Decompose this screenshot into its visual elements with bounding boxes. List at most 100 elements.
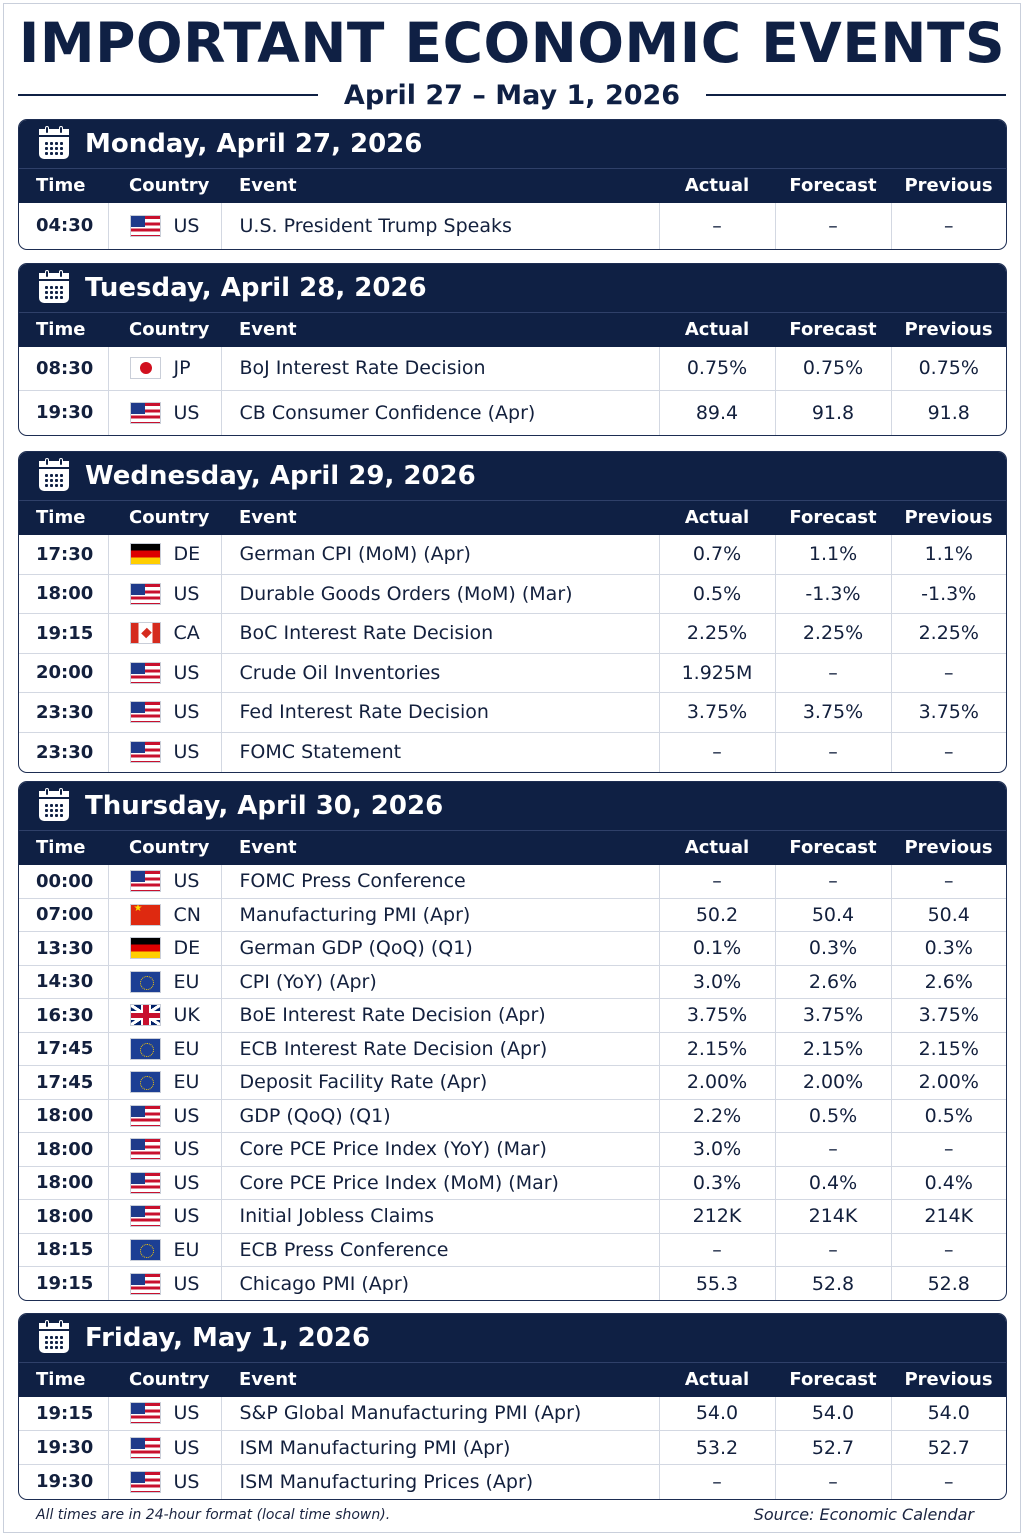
- event-previous: –: [890, 202, 1006, 249]
- country-code: US: [173, 401, 200, 424]
- country-cell: UK: [129, 1004, 221, 1027]
- event-forecast: –: [774, 1464, 891, 1499]
- event-name: Fed Interest Rate Decision: [220, 692, 659, 733]
- table-header: Time Country Event Actual Forecast Previous: [19, 312, 1006, 347]
- event-actual: –: [658, 202, 775, 249]
- event-previous: 52.7: [890, 1430, 1006, 1465]
- events-table: Time Country Event Actual Forecast Previous 19…: [19, 1362, 1006, 1499]
- column-header-actual: Actual: [659, 500, 775, 535]
- column-header-time: Time: [19, 312, 108, 347]
- table-row: 19:15 CA BoC Interest Rate Decision 2.25% 2.…: [19, 613, 1006, 654]
- event-name: BoC Interest Rate Decision: [220, 613, 659, 654]
- country-cell: JP: [129, 357, 221, 380]
- page-title: IMPORTANT ECONOMIC EVENTS: [18, 11, 1006, 75]
- event-country: US: [107, 1396, 221, 1431]
- event-forecast: 0.5%: [774, 1099, 891, 1133]
- day-title: Monday, April 27, 2026: [85, 129, 423, 159]
- country-cell: US: [129, 1138, 221, 1161]
- event-name: FOMC Press Conference: [220, 864, 659, 899]
- event-time: 19:30: [19, 1430, 108, 1465]
- event-forecast: 54.0: [774, 1396, 891, 1431]
- table-row: 23:30 US FOMC Statement – – –: [19, 732, 1006, 772]
- event-forecast: 3.75%: [774, 998, 891, 1033]
- event-previous: 91.8: [890, 390, 1006, 435]
- column-header-time: Time: [19, 500, 108, 535]
- country-cell: EU: [129, 1071, 221, 1094]
- event-actual: 3.0%: [658, 965, 775, 999]
- country-cell: EU: [129, 970, 221, 993]
- flag-us-icon: [129, 1104, 161, 1127]
- day-title: Thursday, April 30, 2026: [85, 791, 444, 821]
- table-header: Time Country Event Actual Forecast Previous: [19, 1362, 1006, 1397]
- column-header-previous: Previous: [891, 1362, 1006, 1397]
- flag-us-icon: [129, 870, 161, 892]
- header-row: Time Country Event Actual Forecast Previous: [19, 500, 1006, 535]
- event-country: US: [107, 653, 221, 693]
- event-country: DE: [107, 534, 221, 575]
- event-name: Manufacturing PMI (Apr): [220, 898, 659, 932]
- table-row: 14:30 EU CPI (YoY) (Apr) 3.0% 2.6% 2.6%: [19, 965, 1006, 999]
- event-forecast: 2.15%: [774, 1032, 891, 1066]
- country-code: EU: [173, 1071, 200, 1094]
- event-name: Initial Jobless Claims: [220, 1199, 659, 1234]
- day-header: Tuesday, April 28, 2026: [19, 264, 1006, 312]
- country-code: US: [173, 1171, 200, 1194]
- event-previous: 0.4%: [890, 1166, 1006, 1200]
- country-cell: US: [129, 1104, 221, 1127]
- table-row: 17:30 DE German CPI (MoM) (Apr) 0.7% 1.1% 1.1…: [19, 534, 1006, 575]
- event-time: 23:30: [19, 692, 108, 733]
- country-code: UK: [173, 1004, 200, 1027]
- country-code: DE: [173, 543, 201, 565]
- event-country: US: [107, 1166, 221, 1200]
- country-code: JP: [173, 357, 191, 380]
- event-name: Chicago PMI (Apr): [220, 1266, 659, 1300]
- day-title: Wednesday, April 29, 2026: [85, 461, 476, 491]
- event-time: 18:00: [19, 1099, 108, 1133]
- event-time: 18:00: [19, 1199, 108, 1234]
- event-name: German GDP (QoQ) (Q1): [220, 931, 659, 966]
- country-code: US: [173, 1272, 200, 1295]
- flag-us-icon: [129, 1272, 161, 1295]
- table-row: 18:15 EU ECB Press Conference – – –: [19, 1233, 1006, 1267]
- event-country: JP: [107, 346, 221, 391]
- country-cell: US: [129, 214, 221, 237]
- event-actual: 2.2%: [658, 1099, 775, 1133]
- event-forecast: –: [774, 202, 891, 249]
- flag-us-icon: [129, 1470, 161, 1493]
- table-row: 16:30 UK BoE Interest Rate Decision (Apr) 3…: [19, 998, 1006, 1033]
- event-time: 17:45: [19, 1065, 108, 1100]
- event-name: Durable Goods Orders (MoM) (Mar): [220, 574, 659, 614]
- event-time: 13:30: [19, 931, 108, 966]
- event-time: 18:00: [19, 1132, 108, 1167]
- country-code: US: [173, 870, 200, 892]
- flag-eu-icon: [129, 1071, 161, 1094]
- column-header-actual: Actual: [659, 1362, 775, 1397]
- table-row: 19:30 US ISM Manufacturing Prices (Apr) – – –: [19, 1464, 1006, 1499]
- header-row: Time Country Event Actual Forecast Previous: [19, 168, 1006, 203]
- event-country: US: [107, 574, 221, 614]
- country-code: US: [173, 1138, 200, 1161]
- event-time: 18:00: [19, 574, 108, 614]
- subtitle-row: April 27 – May 1, 2026: [18, 76, 1007, 114]
- event-name: ISM Manufacturing PMI (Apr): [220, 1430, 659, 1465]
- event-forecast: 3.75%: [774, 692, 891, 733]
- country-cell: CA: [129, 622, 221, 645]
- country-code: US: [173, 1436, 200, 1459]
- date-range-subtitle: April 27 – May 1, 2026: [343, 79, 681, 111]
- event-country: EU: [107, 1233, 221, 1267]
- event-forecast: 1.1%: [774, 534, 891, 575]
- event-previous: –: [890, 1233, 1006, 1267]
- event-actual: 3.0%: [658, 1132, 775, 1167]
- event-actual: –: [658, 864, 775, 899]
- event-time: 19:15: [36, 1273, 94, 1294]
- flag-de-icon: [129, 543, 161, 565]
- event-actual: 0.7%: [658, 534, 775, 575]
- column-header-forecast: Forecast: [775, 312, 891, 347]
- event-previous: 2.25%: [890, 613, 1006, 654]
- flag-us-icon: [129, 1402, 161, 1425]
- table-row: 18:00 US Durable Goods Orders (MoM) (Mar) 0…: [19, 574, 1006, 614]
- flag-de-icon: [129, 937, 161, 960]
- column-header-event: Event: [221, 1362, 659, 1397]
- calendar-icon: [39, 126, 69, 159]
- event-actual: 3.75%: [658, 692, 775, 733]
